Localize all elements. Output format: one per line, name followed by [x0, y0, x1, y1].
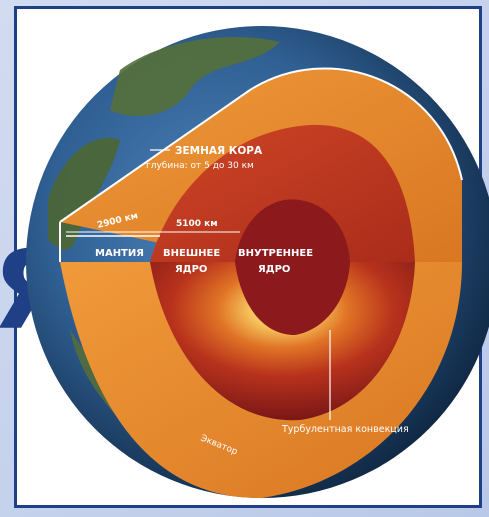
outer-core-bottom [150, 262, 415, 421]
convection-label: Турбулентная конвекция [281, 424, 409, 435]
depth-core-label: 5100 км [176, 219, 218, 229]
inner-core-label-line1: ВНУТРЕННЕЕ [238, 248, 313, 259]
crust-outline [59, 67, 463, 223]
mantle-label: МАНТИЯ [95, 248, 144, 259]
inner-core-label-line2: ЯДРО [258, 264, 290, 275]
outer-core-label-line2: ЯДРО [175, 264, 207, 275]
outer-core-label-line1: ВНЕШНЕЕ [163, 248, 220, 259]
continent-shape [110, 37, 280, 116]
crust-depth-label: глубина: от 5 до 30 км [146, 161, 254, 171]
inner-core [235, 199, 350, 335]
outer-core-top [150, 124, 415, 262]
crust-title-label: ЗЕМНАЯ КОРА [175, 145, 263, 157]
